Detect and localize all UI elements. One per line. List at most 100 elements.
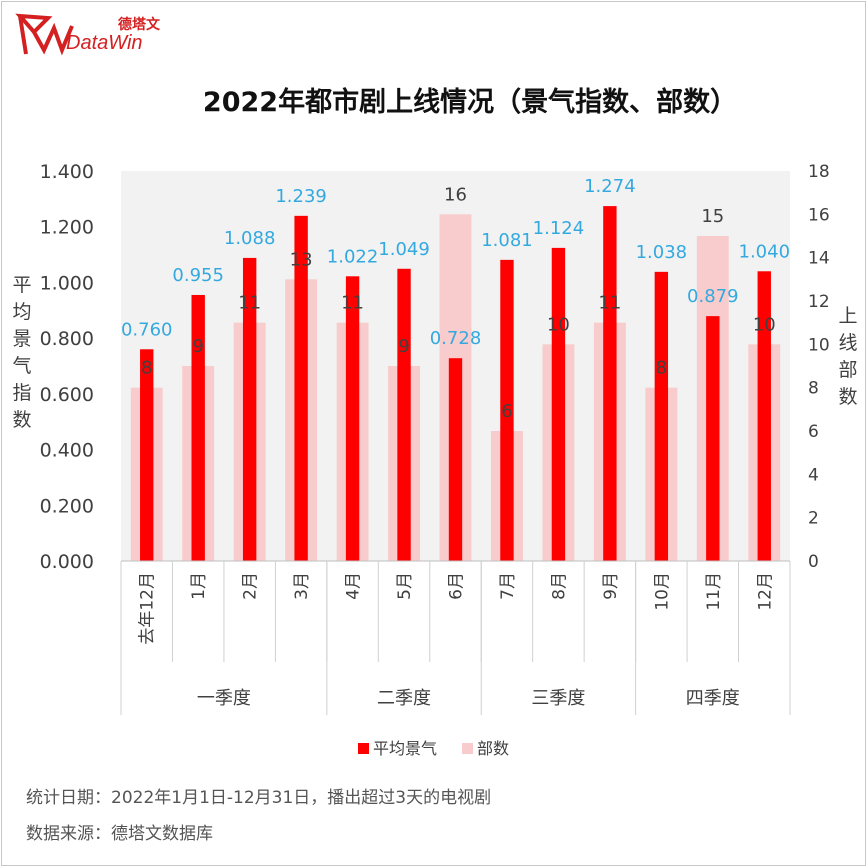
x-tick-label: 9月 — [601, 572, 621, 600]
y-left-tick-label: 0.600 — [40, 384, 94, 406]
data-label-index: 1.081 — [481, 230, 533, 251]
x-tick-label: 5月 — [395, 572, 415, 600]
bar-index — [191, 294, 205, 561]
data-label-count: 16 — [444, 184, 467, 205]
x-tick-label: 4月 — [344, 572, 364, 600]
data-label-index: 1.124 — [533, 218, 585, 239]
data-label-index: 0.760 — [121, 319, 173, 340]
x-tick-label: 2月 — [241, 572, 261, 600]
footer-date-note: 统计日期：2022年1月1日-12月31日，播出超过3天的电视剧 — [26, 788, 492, 808]
x-tick-label: 10月 — [652, 572, 672, 611]
bar-index — [654, 271, 669, 561]
y-right-tick-label: 12 — [808, 292, 830, 312]
data-label-index: 0.879 — [687, 286, 739, 307]
data-label-index: 1.049 — [378, 239, 430, 260]
y-axis-right-label: 上线部数 — [836, 303, 860, 411]
data-label-count: 15 — [701, 206, 724, 227]
ylabel-left-char: 指 — [12, 382, 32, 404]
x-tick-label: 12月 — [755, 572, 775, 611]
bar-index — [397, 268, 411, 561]
x-tick-label: 11月 — [704, 572, 724, 611]
ylabel-left-char: 景 — [12, 328, 32, 350]
y-left-tick-label: 1.400 — [40, 161, 94, 183]
datawin-logo-icon — [15, 13, 74, 56]
data-label-count: 10 — [547, 314, 570, 335]
group-label: 四季度 — [686, 688, 740, 709]
x-tick-label: 去年12月 — [138, 572, 158, 645]
bar-index — [757, 271, 771, 561]
data-label-count: 9 — [398, 336, 409, 357]
bar-index — [345, 276, 360, 561]
bar-index — [242, 257, 257, 561]
data-label-index: 1.040 — [739, 241, 791, 262]
legend: 平均景气 部数 — [0, 735, 867, 759]
y-right-tick-label: 2 — [808, 509, 819, 529]
bar-index — [140, 349, 154, 561]
data-label-count: 8 — [141, 358, 152, 379]
ylabel-right-char: 数 — [838, 386, 858, 408]
y-right-tick-label: 10 — [808, 335, 830, 355]
data-label-count: 9 — [192, 336, 203, 357]
bar-index — [551, 247, 566, 561]
bar-index — [603, 206, 617, 561]
y-right-tick-label: 14 — [808, 249, 830, 269]
data-label-count: 11 — [598, 293, 621, 314]
data-label-index: 0.955 — [172, 265, 224, 286]
data-label-index: 1.038 — [636, 242, 688, 263]
data-label-count: 11 — [341, 293, 364, 314]
y-right-tick-label: 18 — [808, 162, 830, 182]
x-tick-label: 3月 — [292, 572, 312, 600]
x-tick-label: 6月 — [447, 572, 467, 600]
ylabel-right-char: 上 — [838, 305, 858, 327]
data-label-index: 1.274 — [584, 176, 636, 197]
y-right-tick-label: 8 — [808, 379, 819, 399]
bar-index — [448, 358, 463, 561]
legend-swatch-count — [462, 743, 474, 754]
bar-index — [500, 259, 514, 561]
ylabel-left-char: 数 — [12, 409, 32, 431]
y-left-tick-label: 0.800 — [40, 328, 94, 350]
data-label-index: 1.088 — [224, 228, 276, 249]
legend-label-index: 平均景气 — [372, 739, 437, 758]
legend-item-count: 部数 — [462, 735, 509, 759]
y-axis-left-label: 平均景气指数 — [10, 272, 34, 434]
data-label-count: 11 — [238, 293, 261, 314]
legend-swatch-index — [357, 743, 369, 754]
group-label: 三季度 — [531, 688, 585, 709]
footer-source-note: 数据来源：德塔文数据库 — [26, 824, 213, 844]
y-right-tick-label: 0 — [808, 552, 819, 572]
legend-item-index: 平均景气 — [357, 735, 437, 759]
legend-label-count: 部数 — [477, 739, 510, 758]
logo-cn-text: 德塔文 — [118, 17, 160, 33]
x-tick-label: 8月 — [549, 572, 569, 600]
y-left-tick-label: 0.400 — [40, 440, 94, 462]
data-label-index: 1.239 — [275, 186, 327, 207]
y-left-tick-label: 1.200 — [40, 217, 94, 239]
data-label-count: 6 — [501, 401, 512, 422]
data-label-count: 10 — [753, 314, 776, 335]
bar-index — [706, 316, 720, 561]
group-label: 二季度 — [377, 688, 431, 709]
x-tick-label: 1月 — [189, 572, 209, 600]
y-left-tick-label: 0.200 — [40, 495, 94, 517]
bar-index — [294, 215, 308, 561]
data-label-index: 1.022 — [327, 246, 379, 267]
ylabel-right-char: 线 — [838, 332, 858, 354]
ylabel-left-char: 气 — [12, 355, 32, 377]
logo-en-text: DataWin — [66, 32, 143, 54]
y-right-tick-label: 6 — [808, 422, 819, 442]
chart-title: 2022年都市剧上线情况（景气指数、部数） — [202, 87, 738, 118]
data-label-count: 13 — [290, 249, 313, 270]
y-left-tick-label: 1.000 — [40, 272, 94, 294]
ylabel-left-char: 均 — [12, 301, 32, 323]
data-label-count: 8 — [656, 358, 667, 379]
ylabel-right-char: 部 — [838, 359, 858, 381]
y-left-tick-label: 0.000 — [40, 551, 94, 573]
group-label: 一季度 — [197, 688, 251, 709]
x-tick-label: 7月 — [498, 572, 518, 600]
y-right-tick-label: 4 — [808, 465, 819, 485]
data-label-index: 0.728 — [430, 328, 482, 349]
y-right-tick-label: 16 — [808, 205, 830, 225]
